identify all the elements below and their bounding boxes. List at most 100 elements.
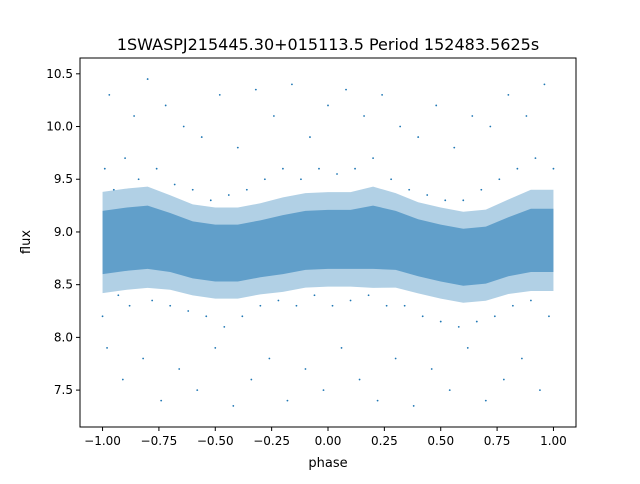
data-point	[520, 357, 523, 360]
data-point	[439, 320, 442, 323]
data-point	[525, 115, 528, 117]
data-point	[394, 357, 397, 360]
y-tick-label: 10.5	[46, 67, 73, 81]
data-point	[340, 347, 343, 349]
data-point	[164, 104, 167, 107]
data-point	[318, 167, 320, 170]
data-point	[448, 389, 451, 391]
data-point	[539, 389, 541, 391]
y-tick-label: 7.5	[54, 383, 73, 397]
data-point	[137, 178, 140, 181]
data-point	[372, 157, 374, 160]
data-point	[417, 136, 420, 138]
data-point	[462, 199, 465, 202]
data-point	[471, 115, 474, 117]
data-point	[498, 178, 501, 181]
data-point	[268, 357, 271, 360]
data-point	[322, 389, 325, 391]
x-tick-label: 1.00	[540, 434, 567, 448]
data-point	[534, 157, 537, 160]
data-point	[430, 368, 433, 370]
x-tick-label: 0.25	[371, 434, 398, 448]
data-point	[272, 115, 275, 117]
data-point	[530, 299, 532, 302]
data-point	[484, 399, 487, 402]
data-point	[516, 167, 519, 170]
data-point	[200, 136, 203, 138]
data-point	[112, 188, 115, 191]
y-tick-label: 9.5	[54, 172, 73, 186]
data-point	[259, 304, 262, 307]
data-point	[108, 94, 111, 96]
data-points	[101, 78, 555, 407]
data-point	[205, 315, 208, 318]
data-point	[277, 299, 280, 302]
data-point	[146, 78, 149, 80]
data-point	[151, 299, 154, 302]
data-point	[282, 167, 284, 170]
data-point	[133, 115, 136, 117]
data-point	[291, 83, 293, 86]
data-point	[336, 173, 338, 175]
data-point	[385, 304, 388, 307]
data-point	[103, 167, 106, 170]
x-axis-label: phase	[308, 456, 347, 471]
data-point	[453, 146, 456, 149]
core-density-band	[102, 205, 554, 286]
data-point	[214, 347, 217, 349]
data-point	[182, 125, 185, 128]
data-point	[421, 315, 424, 318]
data-point	[363, 115, 365, 117]
data-point	[502, 378, 505, 381]
x-tick-label: 0.00	[315, 434, 342, 448]
data-point	[309, 136, 311, 138]
data-point	[548, 315, 550, 318]
data-point	[466, 347, 469, 349]
data-point	[187, 310, 190, 312]
data-point	[155, 167, 158, 170]
data-point	[475, 320, 478, 323]
data-point	[218, 94, 221, 96]
data-point	[327, 104, 329, 107]
data-point	[543, 83, 546, 86]
data-point	[300, 178, 302, 181]
data-point	[358, 378, 361, 381]
y-tick-label: 9.0	[54, 225, 73, 239]
data-point	[408, 188, 411, 191]
data-point	[101, 315, 104, 318]
data-point	[331, 304, 334, 307]
x-tick-label: −0.50	[197, 434, 234, 448]
data-point	[227, 194, 230, 196]
data-point	[376, 399, 379, 402]
y-axis-label: flux	[19, 230, 34, 254]
data-point	[223, 325, 226, 328]
data-point	[286, 399, 289, 402]
data-point	[399, 125, 402, 128]
data-point	[160, 399, 163, 402]
data-point	[124, 157, 126, 160]
data-point	[245, 188, 248, 191]
x-tick-label: 0.50	[427, 434, 454, 448]
x-tick-label: −1.00	[84, 434, 121, 448]
y-tick-label: 8.0	[54, 330, 73, 344]
dense-point-band	[102, 186, 554, 303]
data-point	[511, 304, 514, 307]
data-point	[381, 94, 384, 96]
data-point	[313, 294, 316, 297]
x-tick-label: −0.25	[253, 434, 290, 448]
data-point	[480, 188, 483, 191]
data-point	[354, 167, 356, 170]
data-point	[426, 194, 429, 196]
data-point	[191, 188, 194, 191]
data-point	[241, 315, 244, 318]
data-point	[552, 167, 555, 170]
data-point	[304, 368, 307, 370]
data-point	[142, 357, 145, 360]
data-point	[121, 378, 124, 381]
data-point	[254, 88, 257, 91]
data-point	[412, 405, 415, 407]
data-point	[507, 94, 510, 96]
x-tick-label: 0.75	[484, 434, 511, 448]
data-point	[236, 146, 239, 149]
